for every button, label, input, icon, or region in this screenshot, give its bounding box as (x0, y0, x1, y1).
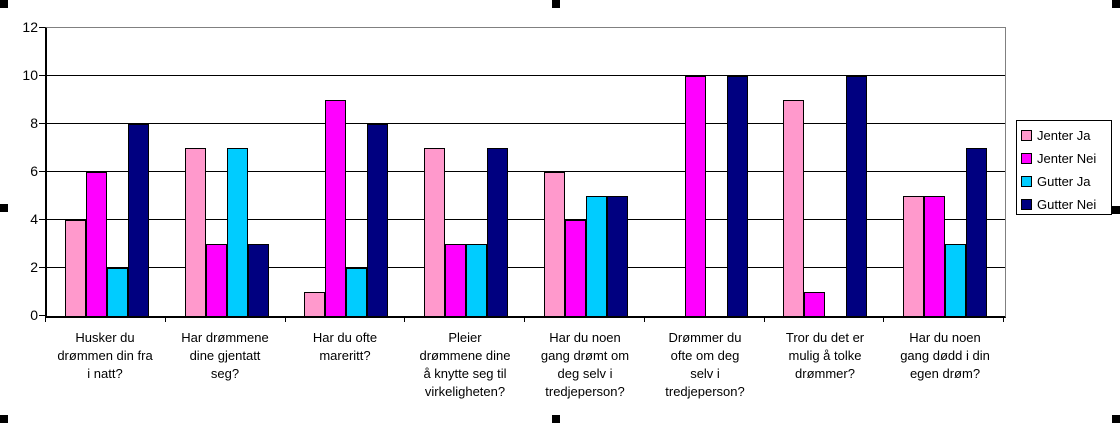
plot-area (45, 27, 1006, 318)
legend-label: Gutter Nei (1037, 197, 1097, 212)
selection-handle-middle-left[interactable] (0, 204, 8, 212)
category-label-2: Har drømmene dine gjentatt seg? (181, 330, 269, 381)
x-axis-tick (1003, 317, 1004, 322)
bar-gutter-nei[interactable] (966, 148, 988, 316)
y-axis-label: 8 (30, 115, 38, 131)
bar-jenter-nei[interactable] (684, 76, 706, 316)
legend-swatch-jenter-ja-icon (1021, 130, 1032, 141)
y-axis-tick (39, 315, 45, 316)
legend-item-gutter-nei[interactable]: Gutter Nei (1021, 193, 1111, 216)
selection-handle-bottom-middle[interactable] (552, 415, 560, 423)
bar-jenter-nei[interactable] (445, 244, 467, 316)
category-label-1: Husker du drømmen din fra i natt? (57, 330, 153, 381)
category-label-4: Pleier drømmene dine å knytte seg til vi… (419, 330, 511, 399)
bar-jenter-ja[interactable] (424, 148, 446, 316)
category-group-1 (47, 28, 167, 316)
selection-handle-bottom-left[interactable] (0, 415, 8, 423)
category-group-4 (406, 28, 526, 316)
legend-item-gutter-ja[interactable]: Gutter Ja (1021, 170, 1111, 193)
bar-jenter-nei[interactable] (804, 292, 826, 316)
x-axis-tick (404, 317, 406, 322)
category-axis-labels: Husker du drømmen din fra i natt? Har drø… (45, 329, 1005, 401)
y-axis-tick (39, 219, 45, 220)
bar-jenter-ja[interactable] (184, 148, 206, 316)
gridline-y-8 (47, 123, 1005, 124)
bar-gutter-ja[interactable] (226, 148, 248, 316)
gridline-y-2 (47, 267, 1005, 268)
bar-gutter-nei[interactable] (127, 124, 149, 316)
bar-gutter-ja[interactable] (346, 268, 368, 316)
bar-jenter-nei[interactable] (205, 244, 227, 316)
legend-swatch-gutter-nei-icon (1021, 199, 1032, 210)
bar-gutter-nei[interactable] (367, 124, 389, 316)
y-axis-label: 12 (22, 19, 38, 35)
category-label-3: Har du ofte mareritt? (312, 330, 378, 363)
gridline-y-6 (47, 171, 1005, 172)
legend-swatch-gutter-ja-icon (1021, 176, 1032, 187)
y-axis-label: 2 (30, 259, 38, 275)
bar-gutter-ja[interactable] (466, 244, 488, 316)
x-axis-tick (45, 317, 46, 322)
bars-row (47, 28, 1005, 316)
bar-gutter-ja[interactable] (106, 268, 128, 316)
category-group-5 (526, 28, 646, 316)
y-axis-tick (39, 27, 45, 28)
y-axis-label: 6 (30, 163, 38, 179)
selection-handle-top-left[interactable] (0, 0, 8, 8)
category-label-6: Drømmer du ofte om deg selv i tredjepers… (665, 330, 745, 399)
selection-handle-top-middle[interactable] (552, 0, 560, 8)
gridline-y-4 (47, 219, 1005, 220)
category-group-3 (287, 28, 407, 316)
bar-gutter-nei[interactable] (247, 244, 269, 316)
bar-jenter-ja[interactable] (64, 220, 86, 316)
x-axis-tick (763, 317, 765, 322)
y-axis-label: 4 (30, 211, 38, 227)
x-axis-tick (164, 317, 166, 322)
bar-jenter-nei[interactable] (924, 196, 946, 316)
x-axis-tick (883, 317, 885, 322)
legend-item-jenter-ja[interactable]: Jenter Ja (1021, 124, 1111, 147)
x-axis-tick (524, 317, 525, 322)
legend[interactable]: Jenter Ja Jenter Nei Gutter Ja Gutter Nei (1016, 120, 1112, 215)
category-group-6 (646, 28, 766, 316)
selection-handle-middle-right[interactable] (1112, 206, 1120, 214)
bar-gutter-nei[interactable] (487, 148, 509, 316)
bar-gutter-ja[interactable] (945, 244, 967, 316)
bar-jenter-ja[interactable] (783, 100, 805, 316)
gridline-y-10 (47, 75, 1005, 76)
category-label-7: Tror du det er mulig å tolke drømmer? (785, 330, 865, 381)
y-axis-label: 0 (30, 307, 38, 323)
bar-gutter-nei[interactable] (606, 196, 628, 316)
y-axis-tick (39, 171, 45, 172)
category-label-8: Har du noen gang dødd i din egen drøm? (900, 330, 990, 381)
bar-jenter-nei[interactable] (325, 100, 347, 316)
category-group-2 (167, 28, 287, 316)
legend-label: Jenter Ja (1037, 128, 1091, 143)
bar-jenter-ja[interactable] (903, 196, 925, 316)
legend-label: Jenter Nei (1037, 151, 1097, 166)
y-axis-label: 10 (22, 67, 38, 83)
y-axis-tick (39, 267, 45, 268)
category-group-7 (766, 28, 886, 316)
bar-jenter-ja[interactable] (543, 172, 565, 316)
selection-handle-bottom-right[interactable] (1112, 415, 1120, 423)
y-axis-tick (39, 123, 45, 124)
legend-label: Gutter Ja (1037, 174, 1091, 189)
bar-gutter-ja[interactable] (585, 196, 607, 316)
selection-handle-top-right[interactable] (1112, 0, 1120, 8)
bar-jenter-nei[interactable] (85, 172, 107, 316)
x-axis-tick (643, 317, 645, 322)
bar-jenter-ja[interactable] (304, 292, 326, 316)
bar-gutter-nei[interactable] (726, 76, 748, 316)
y-axis-tick (39, 75, 45, 76)
bar-gutter-nei[interactable] (846, 76, 868, 316)
category-label-5: Har du noen gang drømt om deg selv i tre… (540, 330, 630, 399)
x-axis-tick (284, 317, 286, 322)
bar-jenter-nei[interactable] (564, 220, 586, 316)
category-group-8 (885, 28, 1005, 316)
legend-item-jenter-nei[interactable]: Jenter Nei (1021, 147, 1111, 170)
legend-swatch-jenter-nei-icon (1021, 153, 1032, 164)
